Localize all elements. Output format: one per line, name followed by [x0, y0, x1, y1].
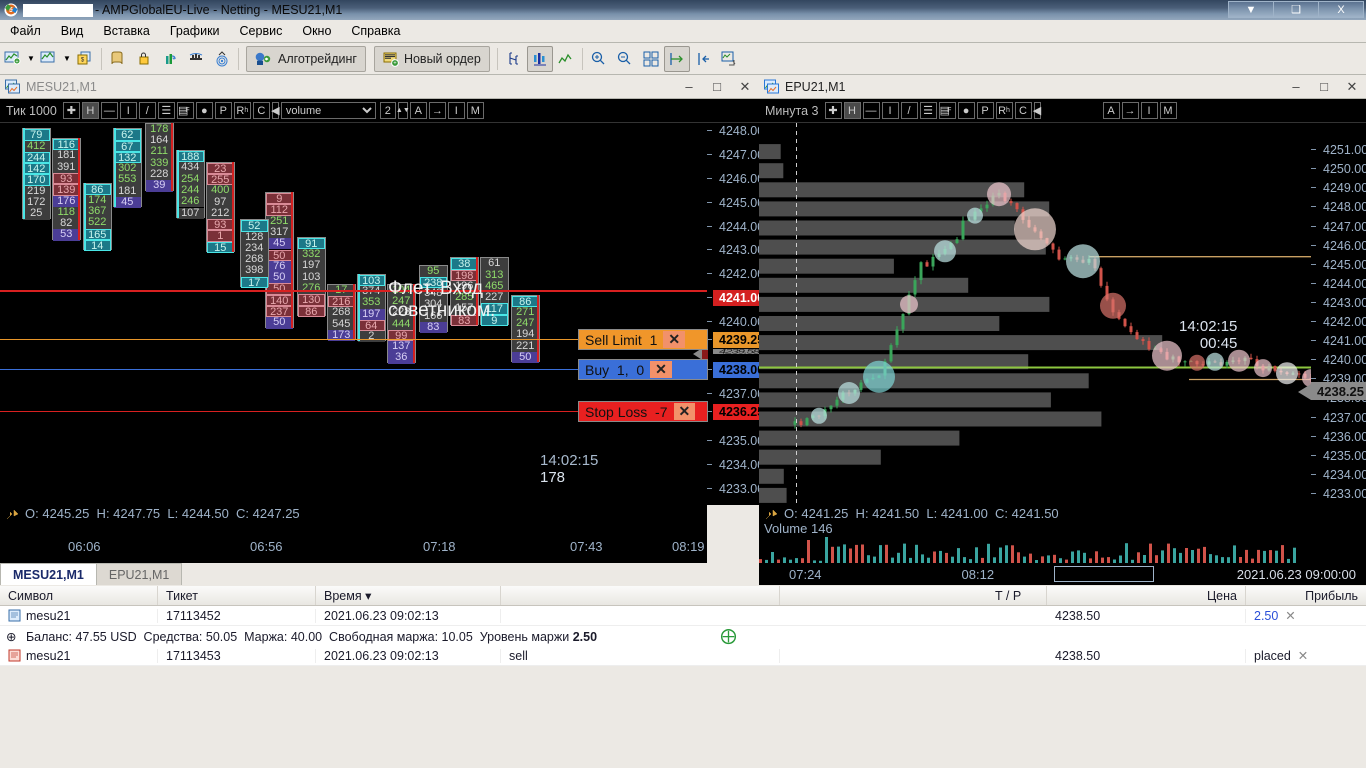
svg-text:+: + [393, 60, 396, 66]
svg-text:+: + [16, 59, 19, 65]
